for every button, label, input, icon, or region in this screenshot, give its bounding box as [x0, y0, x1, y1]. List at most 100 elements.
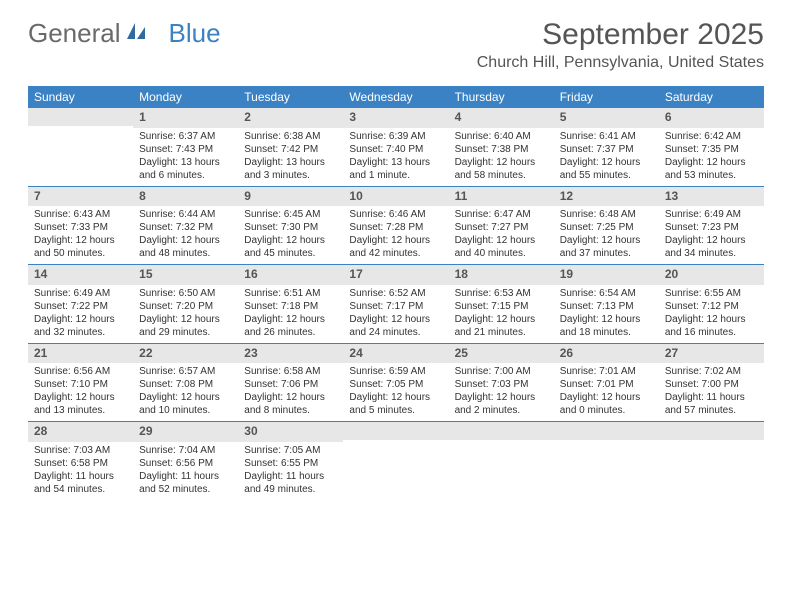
day-cell: 11Sunrise: 6:47 AMSunset: 7:27 PMDayligh… — [449, 187, 554, 265]
daylight: Daylight: 12 hours and 58 minutes. — [455, 156, 548, 182]
day-number: 5 — [554, 108, 659, 128]
day-body: Sunrise: 6:53 AMSunset: 7:15 PMDaylight:… — [449, 285, 554, 343]
daylight: Daylight: 12 hours and 5 minutes. — [349, 391, 442, 417]
week-row: 28Sunrise: 7:03 AMSunset: 6:58 PMDayligh… — [28, 421, 764, 500]
daylight: Daylight: 13 hours and 3 minutes. — [244, 156, 337, 182]
daylight: Daylight: 12 hours and 53 minutes. — [665, 156, 758, 182]
day-cell: 9Sunrise: 6:45 AMSunset: 7:30 PMDaylight… — [238, 187, 343, 265]
sunset: Sunset: 7:13 PM — [560, 300, 653, 313]
day-cell: 5 Sunrise: 6:41 AMSunset: 7:37 PMDaylight… — [554, 108, 659, 186]
day-body: Sunrise: 7:03 AMSunset: 6:58 PMDaylight:… — [28, 442, 133, 500]
day-cell: 22Sunrise: 6:57 AMSunset: 7:08 PMDayligh… — [133, 344, 238, 422]
day-cell — [343, 422, 448, 500]
day-number: 28 — [28, 422, 133, 442]
day-body: Sunrise: 6:37 AMSunset: 7:43 PMDaylight:… — [133, 128, 238, 186]
sunset: Sunset: 7:30 PM — [244, 221, 337, 234]
daylight: Daylight: 12 hours and 32 minutes. — [34, 313, 127, 339]
sunset: Sunset: 7:37 PM — [560, 143, 653, 156]
sunrise: Sunrise: 6:45 AM — [244, 208, 337, 221]
sunset: Sunset: 7:17 PM — [349, 300, 442, 313]
day-number — [343, 422, 448, 440]
day-body: Sunrise: 6:39 AMSunset: 7:40 PMDaylight:… — [343, 128, 448, 186]
sunset: Sunset: 7:25 PM — [560, 221, 653, 234]
sunset: Sunset: 7:00 PM — [665, 378, 758, 391]
sunset: Sunset: 7:40 PM — [349, 143, 442, 156]
daylight: Daylight: 11 hours and 49 minutes. — [244, 470, 337, 496]
day-number — [554, 422, 659, 440]
sunrise: Sunrise: 6:50 AM — [139, 287, 232, 300]
location: Church Hill, Pennsylvania, United States — [477, 54, 764, 72]
sunset: Sunset: 7:32 PM — [139, 221, 232, 234]
sunset: Sunset: 7:38 PM — [455, 143, 548, 156]
sunrise: Sunrise: 6:53 AM — [455, 287, 548, 300]
day-cell: 10Sunrise: 6:46 AMSunset: 7:28 PMDayligh… — [343, 187, 448, 265]
day-body: Sunrise: 6:48 AMSunset: 7:25 PMDaylight:… — [554, 206, 659, 264]
day-body: Sunrise: 6:57 AMSunset: 7:08 PMDaylight:… — [133, 363, 238, 421]
day-body: Sunrise: 6:56 AMSunset: 7:10 PMDaylight:… — [28, 363, 133, 421]
day-number: 18 — [449, 265, 554, 285]
sunrise: Sunrise: 7:00 AM — [455, 365, 548, 378]
sunrise: Sunrise: 6:38 AM — [244, 130, 337, 143]
daylight: Daylight: 13 hours and 1 minute. — [349, 156, 442, 182]
sunset: Sunset: 7:28 PM — [349, 221, 442, 234]
day-cell: 16Sunrise: 6:51 AMSunset: 7:18 PMDayligh… — [238, 265, 343, 343]
sunset: Sunset: 7:42 PM — [244, 143, 337, 156]
day-number: 6 — [659, 108, 764, 128]
dow-header: Sunday — [28, 86, 133, 108]
sunrise: Sunrise: 7:01 AM — [560, 365, 653, 378]
day-body: Sunrise: 7:00 AMSunset: 7:03 PMDaylight:… — [449, 363, 554, 421]
day-body: Sunrise: 6:52 AMSunset: 7:17 PMDaylight:… — [343, 285, 448, 343]
daylight: Daylight: 12 hours and 16 minutes. — [665, 313, 758, 339]
sunrise: Sunrise: 6:41 AM — [560, 130, 653, 143]
sunrise: Sunrise: 6:48 AM — [560, 208, 653, 221]
day-body: Sunrise: 6:38 AMSunset: 7:42 PMDaylight:… — [238, 128, 343, 186]
sunrise: Sunrise: 7:05 AM — [244, 444, 337, 457]
day-body: Sunrise: 6:45 AMSunset: 7:30 PMDaylight:… — [238, 206, 343, 264]
day-cell: 30Sunrise: 7:05 AMSunset: 6:55 PMDayligh… — [238, 422, 343, 500]
day-cell: 23Sunrise: 6:58 AMSunset: 7:06 PMDayligh… — [238, 344, 343, 422]
day-body: Sunrise: 6:49 AMSunset: 7:23 PMDaylight:… — [659, 206, 764, 264]
sunset: Sunset: 7:12 PM — [665, 300, 758, 313]
day-number: 29 — [133, 422, 238, 442]
day-body: Sunrise: 6:46 AMSunset: 7:28 PMDaylight:… — [343, 206, 448, 264]
sunrise: Sunrise: 6:55 AM — [665, 287, 758, 300]
day-number: 8 — [133, 187, 238, 207]
daylight: Daylight: 12 hours and 55 minutes. — [560, 156, 653, 182]
sunrise: Sunrise: 6:51 AM — [244, 287, 337, 300]
day-cell: 8Sunrise: 6:44 AMSunset: 7:32 PMDaylight… — [133, 187, 238, 265]
sunrise: Sunrise: 6:58 AM — [244, 365, 337, 378]
sunset: Sunset: 7:33 PM — [34, 221, 127, 234]
daylight: Daylight: 12 hours and 29 minutes. — [139, 313, 232, 339]
sunset: Sunset: 7:18 PM — [244, 300, 337, 313]
daylight: Daylight: 11 hours and 52 minutes. — [139, 470, 232, 496]
daylight: Daylight: 12 hours and 0 minutes. — [560, 391, 653, 417]
day-cell — [659, 422, 764, 500]
sunrise: Sunrise: 6:49 AM — [34, 287, 127, 300]
day-number: 14 — [28, 265, 133, 285]
day-cell — [449, 422, 554, 500]
month-title: September 2025 — [477, 18, 764, 52]
day-body: Sunrise: 6:59 AMSunset: 7:05 PMDaylight:… — [343, 363, 448, 421]
sunset: Sunset: 7:06 PM — [244, 378, 337, 391]
day-number: 11 — [449, 187, 554, 207]
day-cell: 25Sunrise: 7:00 AMSunset: 7:03 PMDayligh… — [449, 344, 554, 422]
day-number: 20 — [659, 265, 764, 285]
daylight: Daylight: 12 hours and 45 minutes. — [244, 234, 337, 260]
day-body: Sunrise: 6:51 AMSunset: 7:18 PMDaylight:… — [238, 285, 343, 343]
day-number: 19 — [554, 265, 659, 285]
day-number — [28, 108, 133, 126]
sunrise: Sunrise: 6:44 AM — [139, 208, 232, 221]
logo: General Blue — [28, 18, 221, 49]
week-row: 21Sunrise: 6:56 AMSunset: 7:10 PMDayligh… — [28, 343, 764, 422]
day-cell — [554, 422, 659, 500]
day-body: Sunrise: 6:42 AMSunset: 7:35 PMDaylight:… — [659, 128, 764, 186]
day-number: 3 — [343, 108, 448, 128]
day-body: Sunrise: 7:02 AMSunset: 7:00 PMDaylight:… — [659, 363, 764, 421]
day-number: 30 — [238, 422, 343, 442]
dow-header: Monday — [133, 86, 238, 108]
day-number: 12 — [554, 187, 659, 207]
day-number: 2 — [238, 108, 343, 128]
day-number: 24 — [343, 344, 448, 364]
day-cell: 26Sunrise: 7:01 AMSunset: 7:01 PMDayligh… — [554, 344, 659, 422]
sunset: Sunset: 7:08 PM — [139, 378, 232, 391]
